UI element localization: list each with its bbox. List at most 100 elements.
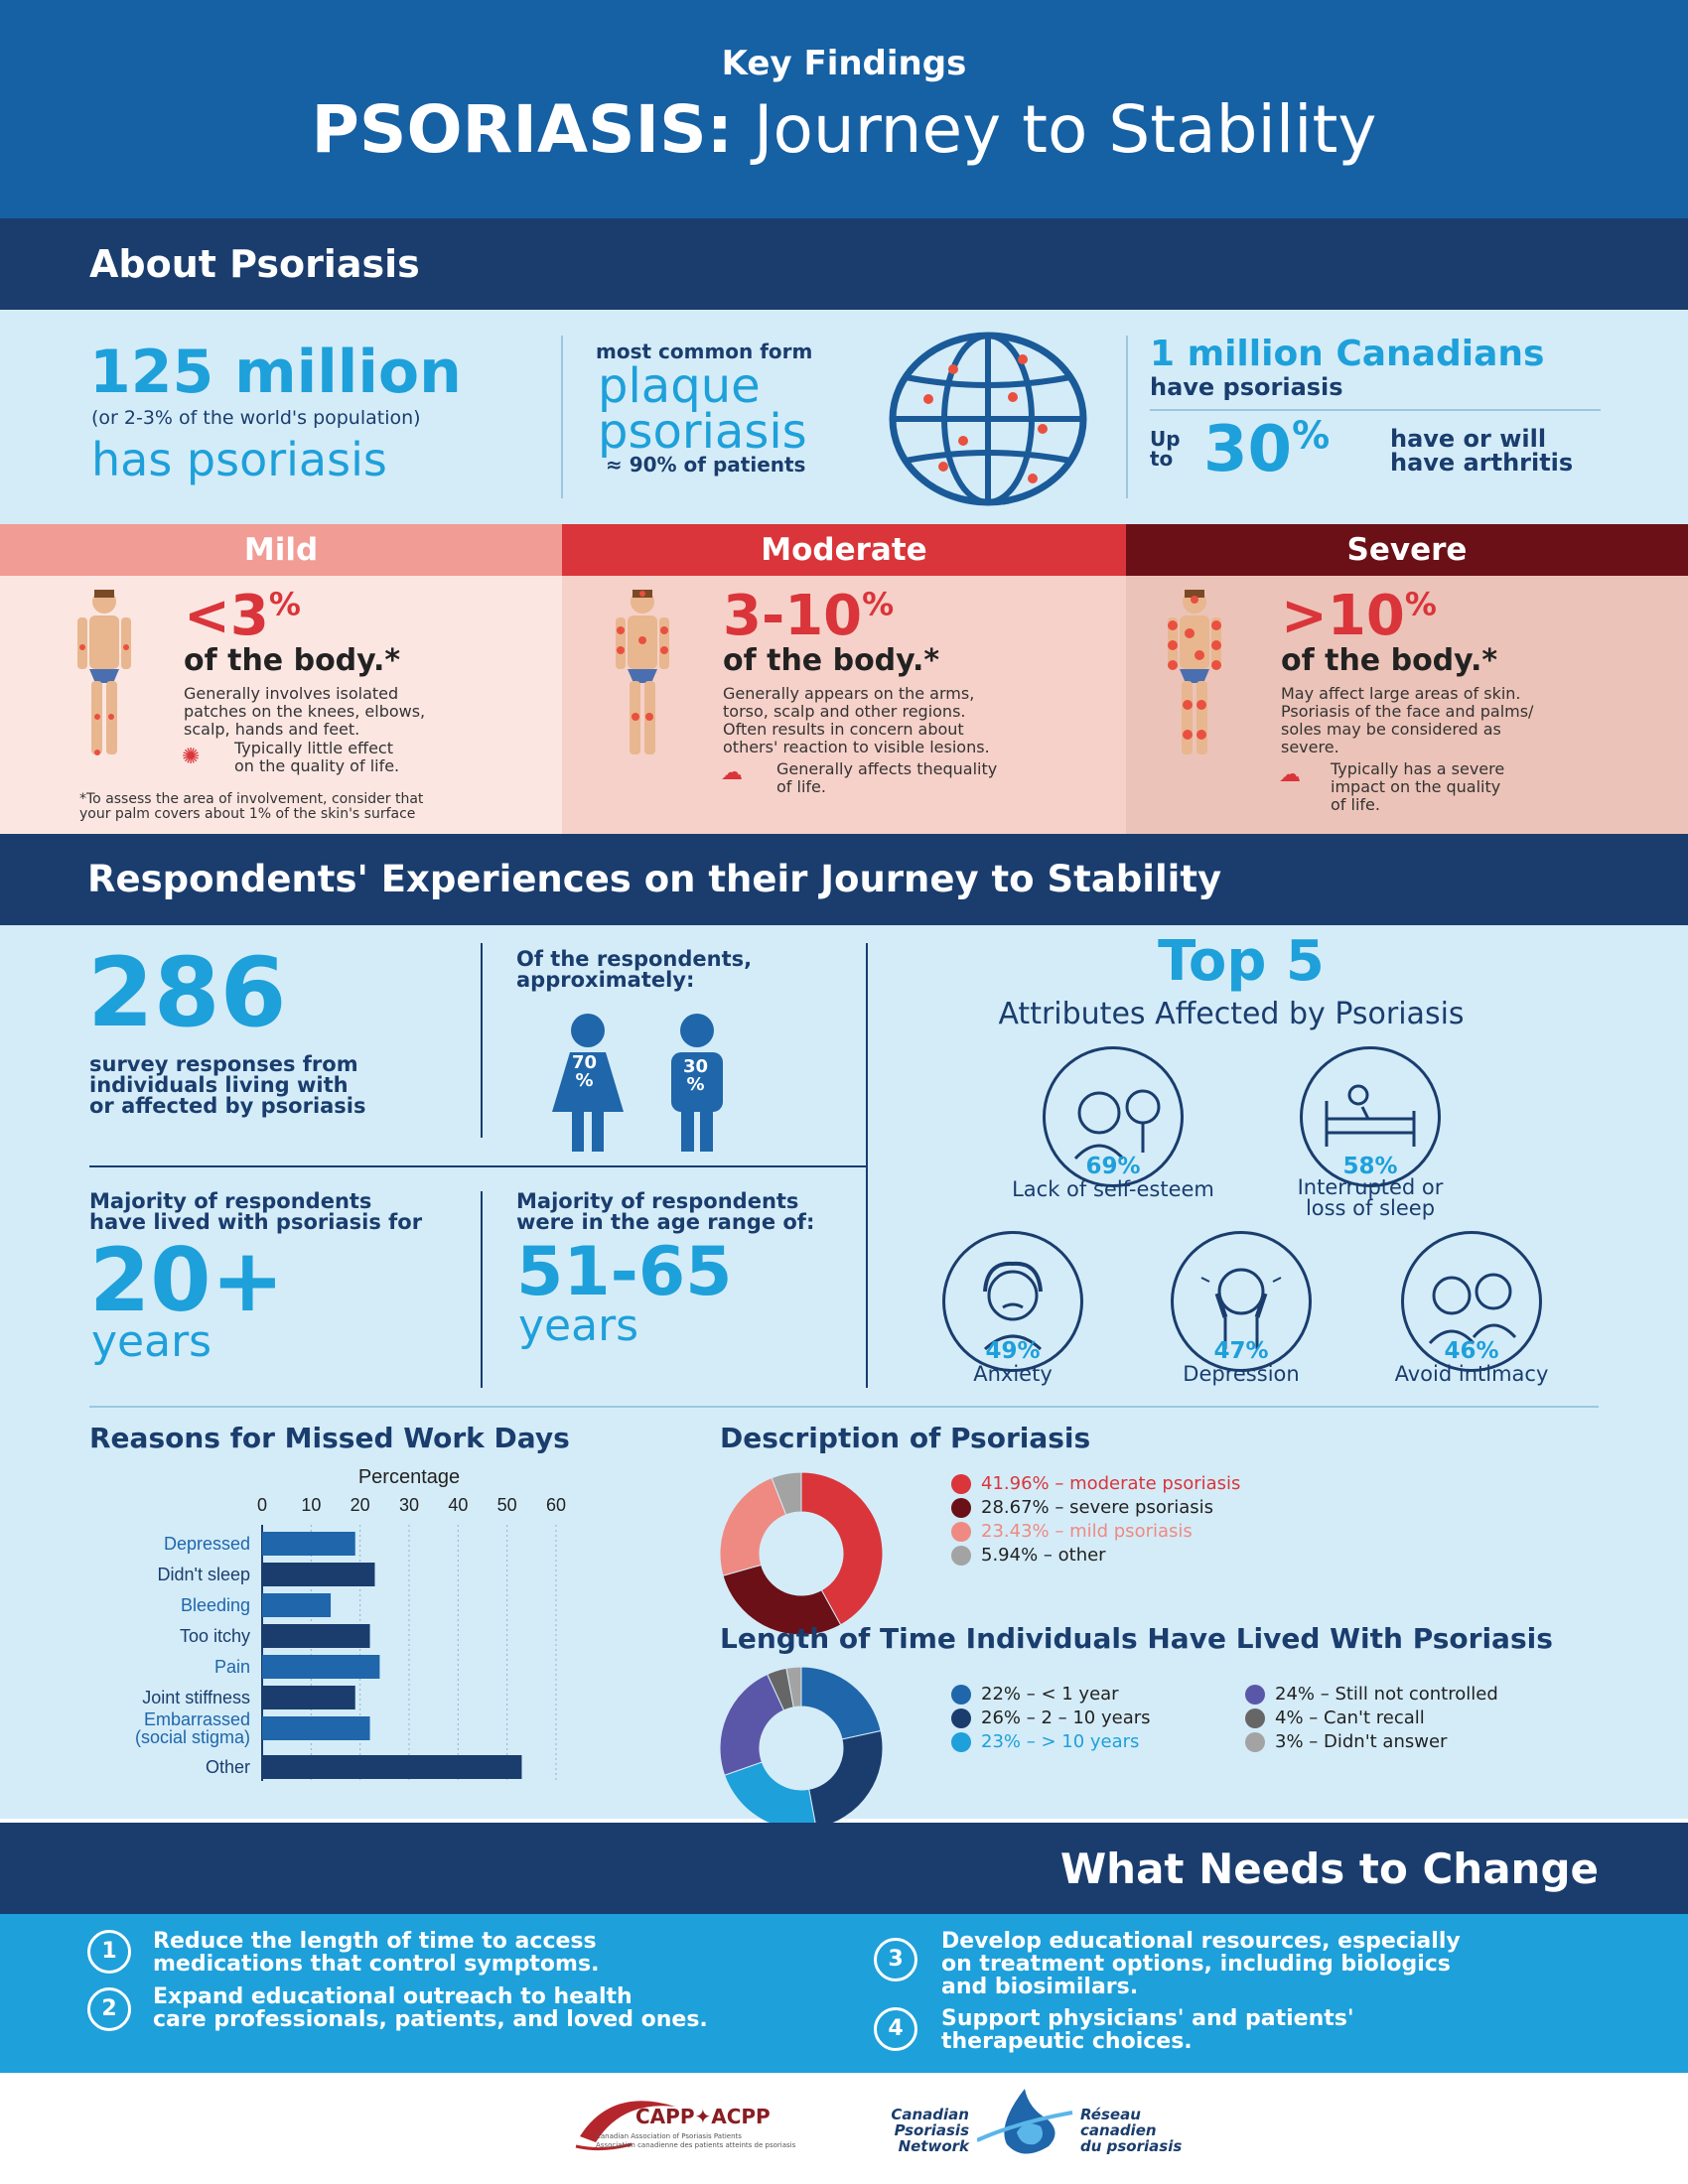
self-esteem-icon xyxy=(1043,1046,1184,1187)
footer xyxy=(0,2073,1688,2184)
bar-chart-tick: 50 xyxy=(497,1495,517,1515)
arthritis-desc: have or will have arthritis xyxy=(1390,425,1574,477)
canada-sub: have psoriasis xyxy=(1150,373,1343,401)
change-item-4: Support physicians' and patients' therape… xyxy=(941,2006,1354,2054)
legend-label: 28.67% – severe psoriasis xyxy=(981,1497,1214,1518)
legend-swatch xyxy=(1245,1732,1265,1752)
experiences-heading: Respondents' Experiences on their Journe… xyxy=(87,858,1222,900)
male-pct: 30% xyxy=(683,1056,709,1095)
bar-chart-bar xyxy=(262,1593,332,1617)
mild-impact: Typically little effect on the quality of… xyxy=(234,739,400,775)
duration-big: 20+ xyxy=(89,1229,285,1331)
legend-swatch xyxy=(951,1498,971,1518)
impact-mild-icon: ✺ xyxy=(182,745,201,769)
moderate-header: Moderate xyxy=(562,524,1126,576)
sleep-icon xyxy=(1300,1046,1441,1187)
attr-label-3: Anxiety xyxy=(973,1362,1053,1386)
responses-count: 286 xyxy=(87,937,287,1048)
female-pct: 70% xyxy=(572,1052,598,1091)
legend-label: 26% – 2 – 10 years xyxy=(981,1707,1151,1728)
attr-pct-2: 58% xyxy=(1342,1154,1398,1179)
donut-slice xyxy=(808,1729,884,1830)
change-item-3: Develop educational resources, especiall… xyxy=(941,1929,1461,1999)
bar-chart-category-label: Embarrassed xyxy=(144,1709,250,1729)
donut1-legend: 41.96% – moderate psoriasis 28.67% – seve… xyxy=(951,1473,1348,1582)
legend-swatch xyxy=(951,1732,971,1752)
cpn-logo-drop-icon xyxy=(977,2089,1073,2154)
length-donut-chart xyxy=(719,1666,884,1831)
experiences-heading-band: Respondents' Experiences on their Journe… xyxy=(0,834,1688,925)
moderate-pct: 3-10% xyxy=(723,584,895,648)
severe-pct: >10% xyxy=(1281,584,1437,648)
donut2-legend: 22% – < 1 year 26% – 2 – 10 years 23% – > … xyxy=(951,1684,1626,1773)
change-panel: 1 Reduce the length of time to access med… xyxy=(0,1914,1688,2073)
world-share: (or 2-3% of the world's population) xyxy=(91,407,421,429)
bar-chart-xlabel: Percentage xyxy=(358,1466,460,1488)
change-heading: What Needs to Change xyxy=(1059,1844,1599,1893)
world-tail: has psoriasis xyxy=(91,433,387,486)
divider xyxy=(561,336,563,498)
attr-pct-5: 46% xyxy=(1444,1338,1499,1364)
duration-unit: years xyxy=(91,1316,212,1367)
responses-desc: survey responses from individuals living … xyxy=(89,1052,366,1118)
common-form-label: most common form xyxy=(596,340,813,363)
divider xyxy=(89,1406,1599,1408)
bar-chart-bar xyxy=(262,1755,522,1779)
donut-slice xyxy=(771,1471,802,1516)
page-header: Key Findings PSORIASIS: Journey to Stabi… xyxy=(0,0,1688,218)
moderate-impact: Generally affects thequality of life. xyxy=(776,759,998,796)
rcp-logo-text: Réseau canadien du psoriasis xyxy=(1080,2106,1183,2155)
plaque-line2: psoriasis xyxy=(598,404,807,460)
age-unit: years xyxy=(518,1300,639,1351)
top5-subtitle: Attributes Affected by Psoriasis xyxy=(998,997,1465,1031)
change-heading-band: What Needs to Change xyxy=(0,1823,1688,1914)
capp-logo: CAPP✦ACPP xyxy=(635,2105,771,2128)
donut-slice xyxy=(800,1666,882,1740)
donut2-title: Length of Time Individuals Have Lived Wi… xyxy=(720,1622,1553,1655)
divider xyxy=(1126,336,1128,498)
divider xyxy=(481,1191,483,1388)
bar-chart-category-label: Bleeding xyxy=(181,1595,250,1615)
change-item-1: Reduce the length of time to access medic… xyxy=(153,1929,600,1977)
mild-body-label: of the body.* xyxy=(184,643,401,678)
legend-label: 4% – Can't recall xyxy=(1275,1707,1425,1728)
change-item-2: Expand educational outreach to health car… xyxy=(153,1984,708,2032)
mild-header: Mild xyxy=(0,524,562,576)
title-rest: Journey to Stability xyxy=(733,91,1377,168)
divider xyxy=(481,943,483,1138)
legend-swatch xyxy=(951,1474,971,1494)
severe-header: Severe xyxy=(1126,524,1688,576)
bar-chart-category-label: Joint stiffness xyxy=(142,1688,250,1707)
bar-chart-bar xyxy=(262,1716,370,1740)
arthritis-pct: 30% xyxy=(1203,413,1331,486)
change-number-1: 1 xyxy=(87,1930,131,1974)
bar-chart-bar xyxy=(262,1624,370,1648)
bar-chart-bar xyxy=(262,1655,380,1679)
about-heading-band: About Psoriasis xyxy=(0,218,1688,310)
bar-chart-tick: 30 xyxy=(399,1495,419,1515)
capp-logo-swoosh-icon xyxy=(575,2101,675,2151)
legend-label: 23% – > 10 years xyxy=(981,1731,1140,1752)
legend-label: 5.94% – other xyxy=(981,1545,1106,1566)
header-kicker: Key Findings xyxy=(721,44,967,83)
donut1-title: Description of Psoriasis xyxy=(720,1422,1091,1454)
about-stats-panel: 125 million (or 2-3% of the world's popu… xyxy=(0,310,1688,524)
bar-chart-bar xyxy=(262,1563,375,1586)
male-figure-icon xyxy=(671,1014,723,1152)
legend-label: 24% – Still not controlled xyxy=(1275,1684,1498,1705)
bar-chart-category-label: (social stigma) xyxy=(135,1727,250,1747)
change-number-4: 4 xyxy=(874,2007,917,2051)
bar-chart-bar xyxy=(262,1686,355,1709)
canada-count: 1 million Canadians xyxy=(1150,334,1545,374)
moderate-description: Generally appears on the arms, torso, sca… xyxy=(723,684,990,756)
bar-chart-tick: 10 xyxy=(301,1495,321,1515)
description-donut-chart xyxy=(719,1471,884,1636)
intimacy-icon xyxy=(1401,1231,1542,1372)
bar-chart-category-label: Other xyxy=(206,1757,250,1777)
body-figure-moderate-icon xyxy=(616,590,669,754)
legend-label: 23.43% – mild psoriasis xyxy=(981,1521,1193,1542)
attr-label-4: Depression xyxy=(1183,1362,1300,1386)
legend-label: 41.96% – moderate psoriasis xyxy=(981,1473,1241,1494)
bar-chart-tick: 60 xyxy=(546,1495,566,1515)
female-figure-icon xyxy=(552,1014,624,1152)
